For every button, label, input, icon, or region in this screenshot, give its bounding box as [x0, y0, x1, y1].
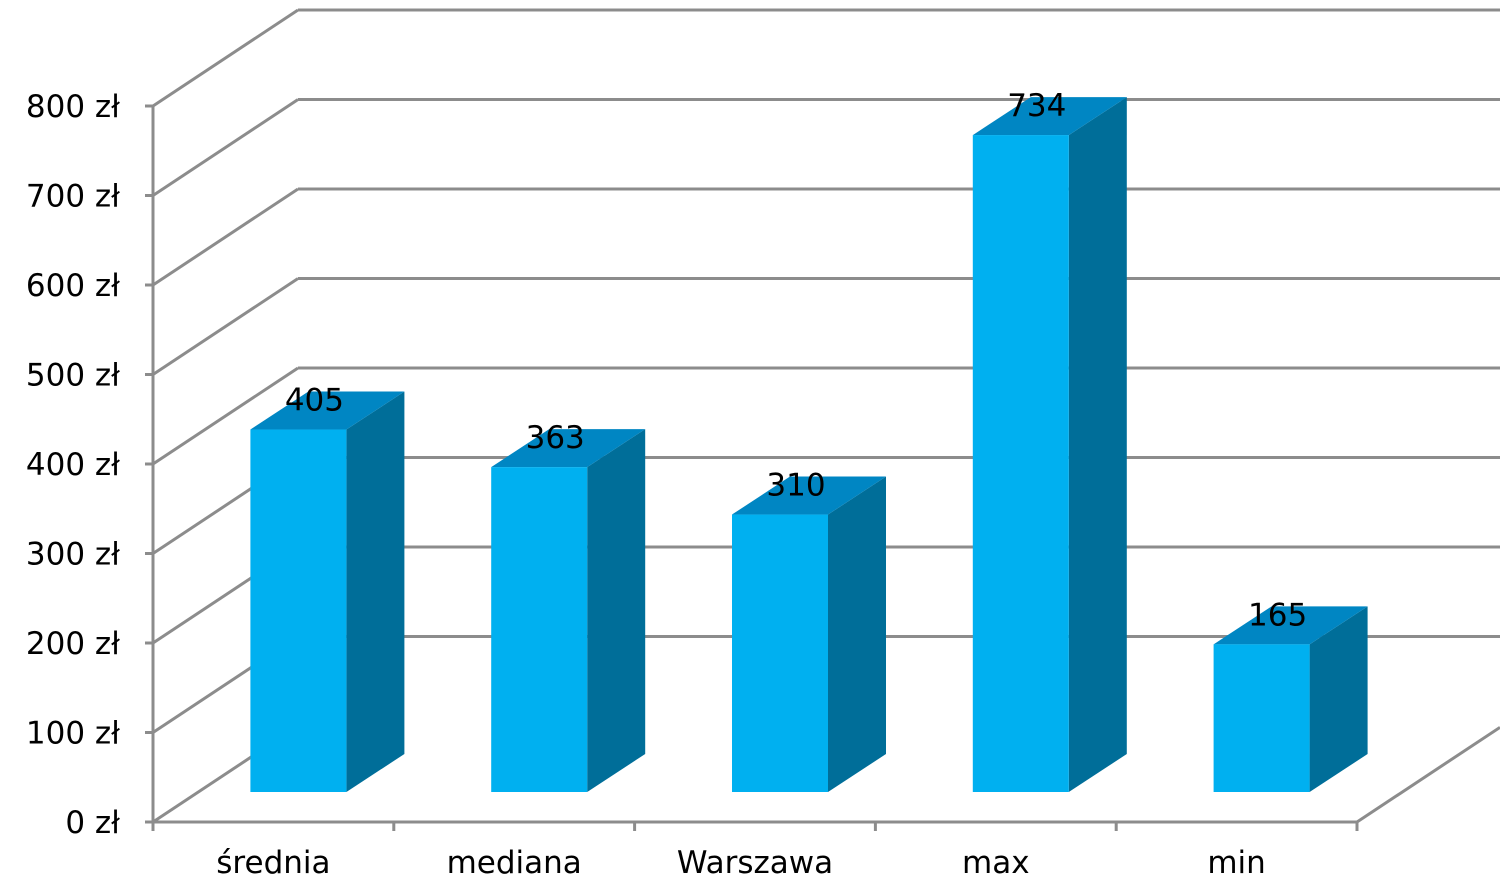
bar-front	[250, 429, 347, 792]
bar-max	[972, 97, 1127, 792]
floor-edge	[1356, 726, 1500, 824]
bar-front	[732, 514, 828, 792]
data-label: 405	[285, 383, 344, 419]
bar-top	[491, 429, 646, 468]
x-category-label: średnia	[216, 845, 330, 881]
data-label: 310	[766, 468, 825, 504]
x-category-label: min	[1207, 845, 1265, 881]
y-tick-label: 500 zł	[26, 358, 120, 394]
data-label: 734	[1007, 88, 1066, 124]
bar-side	[346, 391, 405, 792]
y-tick-label: 300 zł	[26, 537, 120, 573]
y-tick-label: 800 zł	[26, 89, 120, 125]
y-tick-label: 700 zł	[26, 179, 120, 215]
bar-front	[1213, 644, 1310, 792]
bar-mediana	[491, 429, 646, 792]
bar-Warszawa	[732, 476, 886, 792]
bars	[250, 97, 1368, 792]
gridline-diagonal	[152, 98, 299, 197]
bar-min	[1213, 606, 1368, 792]
bar-side	[828, 476, 886, 792]
x-category-label: mediana	[447, 845, 582, 881]
bar-top	[250, 391, 405, 430]
gridlines	[152, 8, 1500, 824]
bar-side	[1309, 606, 1368, 792]
bar-top	[732, 476, 886, 515]
y-tick-label: 200 zł	[26, 626, 120, 662]
axes	[145, 104, 1359, 831]
x-category-label: max	[962, 845, 1030, 881]
bar-top	[972, 97, 1127, 136]
bar-front	[491, 467, 588, 792]
labels: 0 zł 100 zł 200 zł 300 zł 400 zł 500 zł 600 zł…	[26, 88, 1307, 881]
gridline-diagonal	[152, 8, 299, 108]
bar-side	[587, 429, 646, 792]
y-tick-label: 400 zł	[26, 447, 120, 483]
bar-front	[972, 135, 1069, 792]
bar-top	[1213, 606, 1368, 645]
y-tick-label: 100 zł	[26, 716, 120, 752]
x-category-label: Warszawa	[677, 845, 833, 881]
y-tick-label: 600 zł	[26, 268, 120, 304]
gridline-diagonal	[152, 187, 299, 287]
data-label: 165	[1248, 597, 1307, 633]
y-tick-label: 0 zł	[65, 805, 120, 841]
gridline-diagonal	[152, 277, 299, 376]
bar-side	[1068, 97, 1127, 792]
data-label: 363	[526, 420, 585, 456]
bar-średnia	[250, 391, 405, 792]
gridline-diagonal	[152, 366, 299, 466]
